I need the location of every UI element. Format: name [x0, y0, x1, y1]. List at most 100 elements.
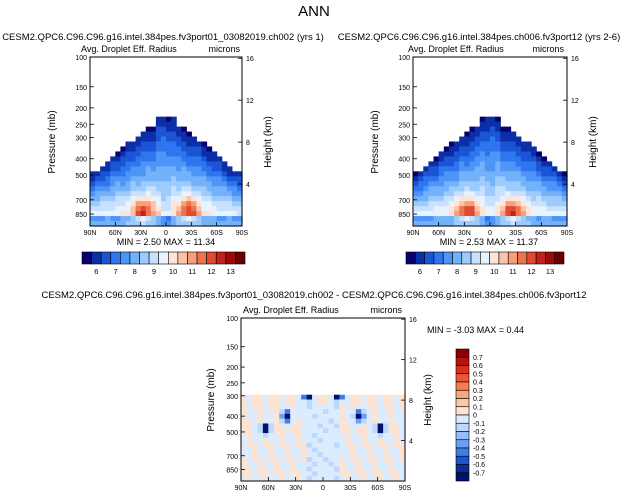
panel-diff-cell	[295, 428, 302, 434]
panel-diff-cell	[339, 466, 346, 473]
panel-1-cell	[216, 156, 223, 162]
panel-1-cell	[160, 216, 167, 222]
panel-2-cell	[469, 156, 476, 162]
panel-2-cell	[490, 151, 496, 158]
panel-diff-cell	[306, 476, 313, 482]
colorbar-box	[526, 251, 537, 265]
panel-diff-cell	[355, 461, 362, 468]
panel-1-cell	[201, 141, 208, 148]
panel-diff-cell	[372, 399, 379, 405]
panel-2-cell	[454, 151, 460, 158]
panel-1-cell	[231, 216, 238, 222]
panel-diff-cell	[377, 418, 384, 425]
panel-1-cell	[201, 171, 208, 177]
panel-2-cell	[448, 211, 455, 217]
panel-1-cell	[90, 181, 96, 187]
panel-diff-cell	[284, 413, 291, 420]
panel-2-cell	[418, 176, 424, 182]
panel-1-cell	[125, 211, 132, 217]
panel-1-cell	[166, 191, 172, 197]
panel-2-cell	[510, 191, 517, 197]
panel-1-xtick-label: 90S	[236, 230, 249, 237]
panel-2-cell	[490, 221, 496, 227]
panel-2-cell	[459, 201, 465, 207]
panel-diff-cell	[295, 404, 302, 410]
panel-2-cell	[428, 176, 435, 182]
colorbar-label: 10	[490, 267, 498, 276]
panel-2-cell	[561, 171, 568, 177]
panel-1-cell	[150, 136, 157, 143]
panel-1-cell	[155, 191, 162, 197]
panel-diff-cell	[273, 413, 280, 420]
panel-2-cell	[551, 191, 558, 197]
panel-diff-xtick-label: 30S	[344, 485, 357, 492]
panel-diff-cell	[361, 457, 368, 463]
panel-diff-cell	[355, 413, 362, 420]
colorbar-box	[129, 251, 140, 265]
panel-diff-cell	[241, 394, 248, 401]
panel-diff-title: CESM2.QPC6.C96.C96.g16.intel.384pes.fv3p…	[41, 290, 586, 301]
panel-2-cell	[546, 206, 553, 212]
panel-2-cell	[495, 166, 501, 172]
panel-2-cell	[469, 136, 476, 143]
colorbar-label: -0.2	[473, 429, 485, 436]
panel-diff-cell	[262, 457, 269, 463]
panel-1-cell	[120, 166, 127, 172]
panel-diff-cell	[361, 433, 368, 439]
panel-1-cell	[181, 181, 187, 187]
panel-diff-cell	[333, 428, 340, 434]
panel-1-cell	[231, 171, 238, 177]
panel-2-cell	[469, 171, 476, 177]
panel-2-cell	[428, 191, 435, 197]
colorbar-label: 13	[546, 267, 554, 276]
colorbar-box	[507, 251, 518, 265]
panel-diff-cell	[361, 476, 368, 482]
panel-diff-cell	[383, 476, 390, 482]
panel-2-cell	[459, 206, 465, 212]
panel-2-cell	[433, 186, 440, 192]
panel-2-cell	[541, 166, 548, 172]
panel-diff-cell	[290, 461, 297, 468]
panel-1-cell	[176, 181, 182, 187]
panel-2-cell	[484, 156, 491, 162]
colorbar-box	[455, 406, 470, 416]
panel-1-cell	[191, 161, 197, 167]
panel-2-cell	[525, 191, 532, 197]
colorbar-box	[81, 251, 92, 265]
panel-1-cell	[166, 181, 172, 187]
panel-diff-cell	[284, 423, 291, 429]
panel-2-cell	[510, 201, 517, 207]
panel-1-cell	[115, 176, 121, 182]
panel-2-cell	[418, 181, 424, 187]
panel-2-cell	[438, 161, 445, 167]
panel-1-cell	[140, 211, 147, 217]
panel-diff-cell	[301, 471, 308, 477]
panel-diff-cell	[328, 433, 335, 439]
panel-2-cell	[500, 141, 506, 148]
panel-2-ytick-label: 100	[398, 55, 410, 62]
panel-diff-cell	[295, 447, 302, 453]
panel-2-cell	[433, 221, 440, 227]
panel-1-cell	[110, 216, 116, 222]
panel-1-cell	[166, 146, 172, 153]
panel-1-cell	[140, 171, 147, 177]
panel-1-cell	[130, 201, 137, 207]
panel-1-cell	[206, 166, 213, 172]
panel-1-cell	[236, 206, 243, 212]
panel-2-cell	[454, 141, 460, 148]
panel-diff-cell	[317, 418, 324, 425]
panel-2-cell	[454, 221, 460, 227]
panel-diff-cell	[355, 418, 362, 425]
panel-2-cell	[531, 146, 537, 153]
panel-2-cell	[443, 201, 450, 207]
panel-diff-cell	[262, 442, 269, 449]
panel-1-cell	[125, 146, 132, 153]
panel-1-cell	[196, 206, 203, 212]
panel-diff-cell	[344, 394, 351, 401]
panel-1-cell	[171, 116, 177, 123]
panel-1-cell	[140, 131, 147, 138]
panel-diff-cell	[388, 437, 395, 444]
panel-1-cell	[125, 151, 132, 158]
panel-diff-cell	[323, 466, 330, 473]
panel-1-cell	[115, 181, 121, 187]
